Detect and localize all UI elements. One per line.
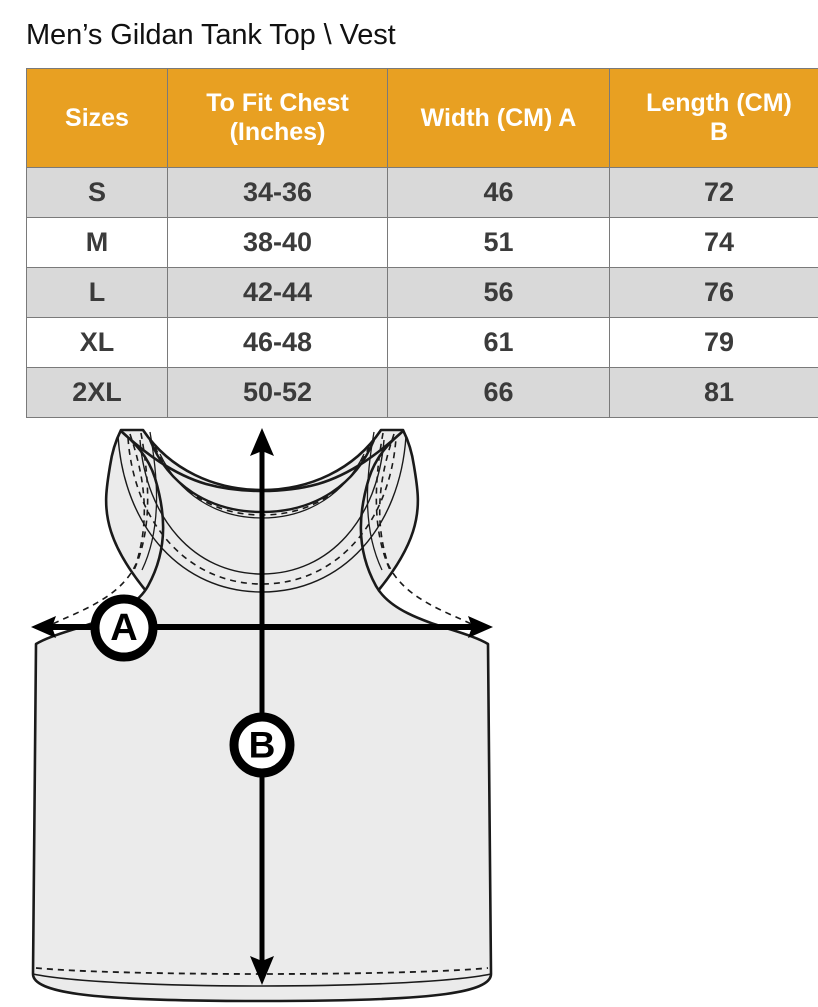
column-header-width-line1: Width (CM) A bbox=[420, 103, 577, 132]
cell-size: L bbox=[26, 267, 168, 318]
cell-chest: 38-40 bbox=[167, 217, 388, 268]
cell-width: 51 bbox=[387, 217, 610, 268]
neckline-front-stitch bbox=[127, 437, 397, 585]
page-title: Men’s Gildan Tank Top \ Vest bbox=[26, 19, 396, 51]
column-header-sizes-line1: Sizes bbox=[65, 103, 129, 132]
marker-label-a: A bbox=[110, 607, 137, 649]
cell-length: 81 bbox=[609, 367, 818, 418]
column-header-sizes: Sizes bbox=[26, 68, 168, 168]
garment-diagram: A B bbox=[0, 418, 818, 1007]
table-row: 2XL 50-52 66 81 bbox=[26, 367, 818, 418]
column-header-length-line2: B bbox=[709, 118, 729, 146]
table-row: S 34-36 46 72 bbox=[26, 167, 818, 218]
cell-length: 72 bbox=[609, 167, 818, 218]
table-row: L 42-44 56 76 bbox=[26, 267, 818, 318]
hem-edge bbox=[32, 973, 492, 987]
strap-stitch-right bbox=[375, 432, 391, 571]
cell-length: 74 bbox=[609, 217, 818, 268]
column-header-width: Width (CM) A bbox=[387, 68, 610, 168]
arrowhead-right-a bbox=[468, 616, 493, 638]
armhole-stitch-right bbox=[378, 433, 483, 631]
marker-circle-b bbox=[229, 712, 295, 778]
cell-width: 46 bbox=[387, 167, 610, 218]
strap-stitch-left bbox=[133, 432, 149, 571]
table-body: S 34-36 46 72 M 38-40 51 74 L 42-44 56 7… bbox=[26, 167, 818, 418]
cell-chest: 50-52 bbox=[167, 367, 388, 418]
table-row: XL 46-48 61 79 bbox=[26, 317, 818, 368]
column-header-length-line1: Length (CM) bbox=[646, 89, 792, 117]
armhole-stitch-left bbox=[41, 433, 146, 631]
marker-label-b: B bbox=[249, 725, 276, 766]
column-header-length: Length (CM) B bbox=[609, 68, 818, 168]
strap-seam-right bbox=[366, 431, 383, 571]
measure-arrow-b: B bbox=[229, 428, 295, 985]
hem-stitch bbox=[35, 967, 489, 975]
cell-size: 2XL bbox=[26, 367, 168, 418]
size-chart-table: Sizes To Fit Chest (Inches) Width (CM) A… bbox=[26, 68, 818, 418]
cell-width: 56 bbox=[387, 267, 610, 318]
cell-size: XL bbox=[26, 317, 168, 368]
table-header-row: Sizes To Fit Chest (Inches) Width (CM) A… bbox=[26, 68, 818, 168]
cell-size: M bbox=[26, 217, 168, 268]
arrowhead-bottom-b bbox=[250, 956, 274, 985]
cell-chest: 46-48 bbox=[167, 317, 388, 368]
arrowhead-left-a bbox=[31, 616, 56, 638]
cell-width: 66 bbox=[387, 367, 610, 418]
strap-seam-left bbox=[141, 431, 158, 571]
cell-length: 76 bbox=[609, 267, 818, 318]
cell-length: 79 bbox=[609, 317, 818, 368]
cell-chest: 42-44 bbox=[167, 267, 388, 318]
table-header: Sizes To Fit Chest (Inches) Width (CM) A… bbox=[26, 68, 818, 168]
cell-width: 61 bbox=[387, 317, 610, 368]
column-header-chest: To Fit Chest (Inches) bbox=[167, 68, 388, 168]
marker-circle-a bbox=[90, 594, 158, 662]
column-header-chest-line1: To Fit Chest bbox=[206, 89, 349, 117]
cell-chest: 34-36 bbox=[167, 167, 388, 218]
cell-size: S bbox=[26, 167, 168, 218]
arrowhead-top-b bbox=[250, 428, 274, 456]
table-row: M 38-40 51 74 bbox=[26, 217, 818, 268]
column-header-chest-line2: (Inches) bbox=[229, 118, 326, 146]
